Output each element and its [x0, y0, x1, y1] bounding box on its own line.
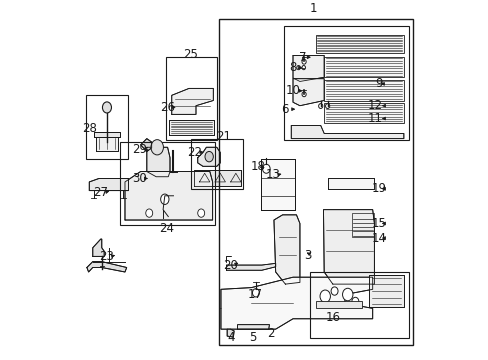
Text: 27: 27	[93, 186, 108, 199]
Text: 8: 8	[289, 61, 296, 74]
Polygon shape	[171, 89, 213, 114]
Polygon shape	[291, 125, 403, 139]
Text: 29: 29	[132, 143, 147, 156]
Text: 24: 24	[159, 222, 174, 235]
Ellipse shape	[342, 288, 352, 301]
Bar	[315, 301, 362, 309]
Ellipse shape	[262, 164, 269, 173]
Ellipse shape	[325, 104, 329, 108]
Polygon shape	[146, 147, 170, 177]
Polygon shape	[323, 210, 374, 284]
Text: 23: 23	[100, 250, 114, 263]
Text: 21: 21	[216, 130, 231, 143]
Text: 12: 12	[367, 99, 382, 112]
Ellipse shape	[102, 102, 111, 113]
Ellipse shape	[151, 140, 163, 155]
Ellipse shape	[252, 289, 259, 297]
Bar	[310, 272, 408, 338]
Text: 28: 28	[81, 122, 97, 135]
Text: 15: 15	[371, 217, 386, 230]
Text: 17: 17	[247, 288, 262, 301]
Text: 2: 2	[266, 327, 274, 340]
Ellipse shape	[204, 152, 213, 162]
Polygon shape	[89, 179, 128, 190]
Polygon shape	[227, 329, 234, 337]
Polygon shape	[368, 275, 403, 307]
Text: 3: 3	[304, 249, 311, 262]
Text: 20: 20	[223, 258, 237, 271]
Bar	[120, 142, 215, 225]
Text: 11: 11	[367, 112, 382, 125]
Bar	[315, 35, 403, 53]
Bar	[218, 19, 412, 345]
Text: 10: 10	[285, 84, 300, 97]
Text: 14: 14	[371, 231, 386, 244]
Ellipse shape	[302, 92, 305, 97]
Text: 5: 5	[248, 331, 256, 344]
Polygon shape	[292, 79, 324, 106]
Polygon shape	[140, 139, 151, 152]
Text: 6: 6	[280, 103, 287, 116]
Polygon shape	[95, 137, 118, 151]
Text: 22: 22	[187, 146, 202, 159]
Text: 7: 7	[298, 51, 305, 64]
Polygon shape	[94, 132, 120, 137]
Bar	[284, 26, 408, 140]
Polygon shape	[261, 159, 294, 210]
Polygon shape	[125, 171, 212, 220]
Polygon shape	[226, 264, 275, 270]
Text: 25: 25	[183, 48, 197, 61]
Ellipse shape	[302, 59, 305, 64]
Polygon shape	[327, 179, 374, 189]
Text: 16: 16	[325, 311, 340, 324]
Ellipse shape	[161, 194, 169, 204]
Bar	[324, 57, 403, 77]
Polygon shape	[237, 325, 269, 329]
Text: 13: 13	[265, 168, 281, 181]
Polygon shape	[169, 120, 214, 135]
Polygon shape	[292, 55, 324, 81]
Text: 1: 1	[309, 2, 317, 15]
Polygon shape	[273, 215, 299, 284]
Bar	[190, 139, 242, 189]
Ellipse shape	[145, 209, 152, 217]
Bar	[324, 80, 403, 100]
Bar	[86, 95, 128, 159]
Polygon shape	[221, 277, 372, 329]
Text: 30: 30	[132, 172, 146, 185]
Text: 19: 19	[371, 183, 386, 195]
Polygon shape	[93, 239, 104, 256]
Ellipse shape	[351, 297, 358, 306]
Text: 18: 18	[250, 160, 265, 173]
Ellipse shape	[318, 104, 322, 108]
Bar	[165, 57, 216, 140]
Ellipse shape	[296, 66, 300, 70]
Bar	[324, 103, 403, 123]
Ellipse shape	[302, 66, 305, 70]
Polygon shape	[87, 262, 126, 272]
Ellipse shape	[319, 290, 330, 302]
Text: 26: 26	[160, 100, 175, 114]
Text: 9: 9	[375, 77, 382, 90]
Ellipse shape	[197, 209, 204, 217]
Text: 4: 4	[226, 331, 234, 344]
Polygon shape	[197, 147, 220, 166]
Polygon shape	[194, 170, 241, 186]
Bar	[351, 213, 374, 237]
Ellipse shape	[330, 287, 337, 295]
